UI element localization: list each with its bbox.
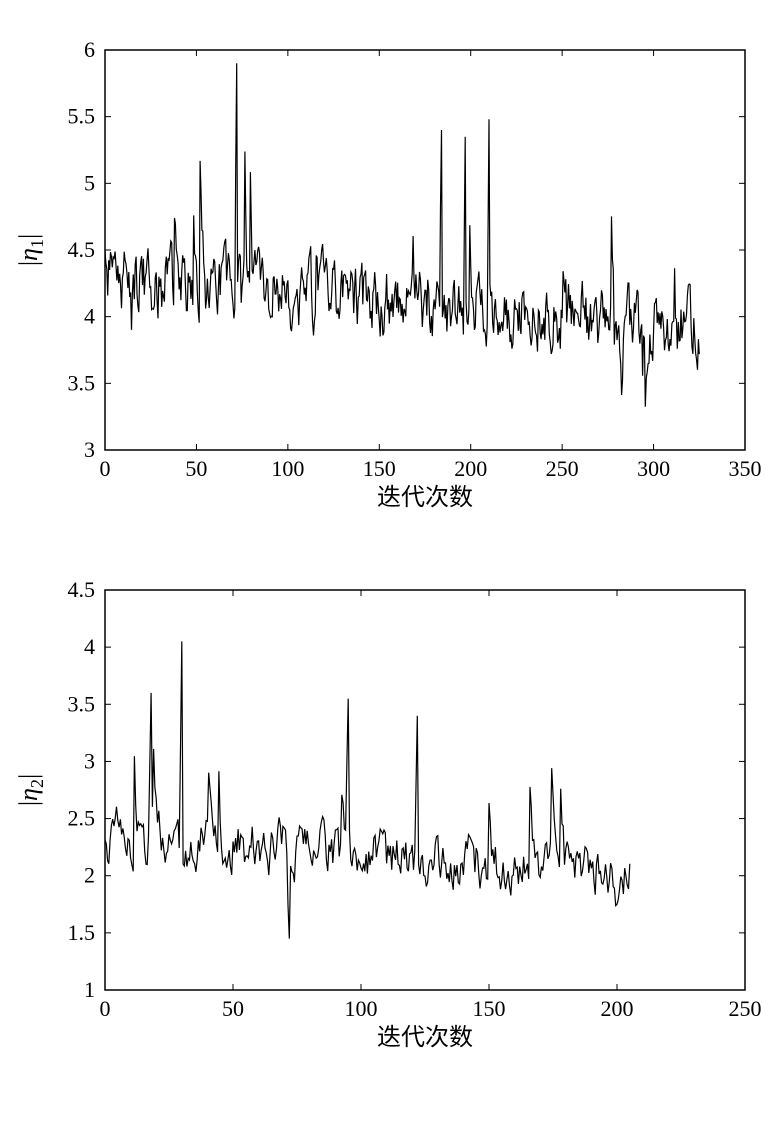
plot-border [105, 50, 745, 450]
y-tick-label: 3.5 [68, 370, 96, 395]
y-tick-label: 4 [84, 304, 95, 329]
y-tick-label: 2.5 [68, 806, 96, 831]
x-tick-label: 150 [473, 996, 506, 1021]
y-tick-label: 5.5 [68, 104, 96, 129]
x-tick-label: 50 [185, 456, 207, 481]
y-tick-label: 4.5 [68, 577, 96, 602]
y-tick-label: 3 [84, 748, 95, 773]
y-tick-label: 4 [84, 634, 95, 659]
y-tick-label: 2 [84, 863, 95, 888]
x-tick-label: 250 [546, 456, 579, 481]
svg-text:|η1|: |η1| [14, 234, 47, 266]
svg-text:|η2|: |η2| [14, 774, 47, 806]
chart-2-svg: 0 50 100 150 200 250 1 1.5 2 2.5 3 3.5 4 4.5 迭代次数 |η2| [10, 570, 766, 1060]
data-series-line [105, 63, 699, 406]
y-axis-label: |η2| [14, 774, 47, 806]
x-tick-label: 250 [729, 996, 762, 1021]
x-tick-label: 0 [100, 456, 111, 481]
x-tick-label: 0 [100, 996, 111, 1021]
y-tick-label: 1.5 [68, 920, 96, 945]
x-axis-label: 迭代次数 [377, 1024, 473, 1051]
y-tick-label: 5 [84, 170, 95, 195]
x-axis-label: 迭代次数 [377, 484, 473, 511]
data-series-line [105, 641, 630, 938]
y-tick-label: 1 [84, 977, 95, 1002]
chart-1-container: 05010015020025030035033.544.555.56迭代次数 |… [10, 20, 756, 520]
chart-1-svg: 0 50 100 150 200 250 300 350 3 3.5 4 4.5 5 5.5 6 迭代次数 |… [10, 20, 766, 520]
x-tick-label: 350 [729, 456, 762, 481]
x-tick-label: 100 [271, 456, 304, 481]
y-axis-label: |η1| [14, 234, 47, 266]
x-tick-label: 200 [601, 996, 634, 1021]
y-tick-label: 3.5 [68, 691, 96, 716]
x-tick-label: 50 [222, 996, 244, 1021]
x-tick-label: 150 [363, 456, 396, 481]
chart-2-container: 05010015020025011.522.533.544.5迭代次数 |η2| [10, 570, 756, 1060]
y-tick-label: 6 [84, 37, 95, 62]
x-tick-label: 300 [637, 456, 670, 481]
y-tick-label: 4.5 [68, 237, 96, 262]
y-tick-label: 3 [84, 437, 95, 462]
plot-border [105, 590, 745, 990]
x-tick-label: 200 [454, 456, 487, 481]
x-tick-label: 100 [345, 996, 378, 1021]
